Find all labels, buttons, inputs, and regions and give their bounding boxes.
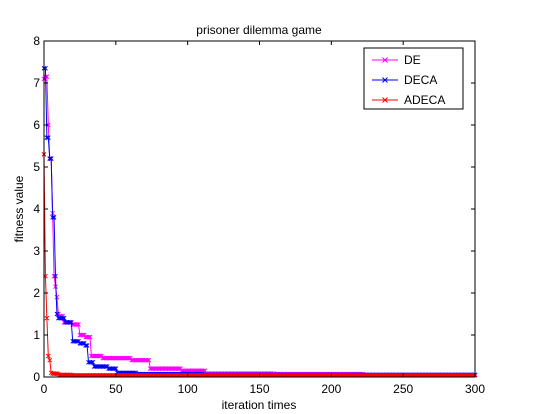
data-point-marker: [44, 135, 50, 140]
data-point-marker: [54, 311, 60, 317]
data-point-marker: [54, 294, 60, 300]
legend-label: DE: [404, 53, 421, 67]
x-tick-label: 150: [249, 382, 269, 396]
data-point-marker: [83, 343, 89, 348]
legend-label: ADECA: [404, 93, 445, 107]
y-tick-label: 2: [33, 286, 40, 300]
data-point-marker: [87, 334, 93, 340]
legend-item-adeca: ADECA: [372, 93, 445, 107]
data-point-marker: [112, 366, 117, 371]
data-point-marker: [113, 366, 119, 371]
data-point-marker: [176, 366, 182, 371]
y-tick-label: 7: [33, 76, 40, 90]
legend-item-de: DE: [372, 53, 421, 67]
legend-marker: [382, 57, 388, 63]
data-point-marker: [80, 341, 86, 346]
data-point-marker: [50, 215, 55, 220]
data-point-marker: [97, 353, 103, 359]
data-point-marker: [61, 315, 67, 321]
data-point-marker: [84, 343, 90, 348]
x-axis-label: iteration times: [222, 398, 297, 412]
data-point-marker: [74, 338, 80, 344]
data-point-marker: [68, 320, 74, 325]
x-tick-label: 300: [465, 382, 485, 396]
x-tick-label: 50: [109, 382, 123, 396]
y-tick-label: 4: [33, 202, 40, 216]
data-point-marker: [74, 322, 80, 327]
legend-box: [363, 47, 464, 110]
x-tick-label: 200: [321, 382, 341, 396]
data-point-marker: [45, 353, 51, 359]
data-point-marker: [67, 320, 73, 325]
legend-marker: [382, 97, 388, 103]
chart-title: prisoner dilemma game: [196, 23, 322, 37]
data-point-marker: [47, 156, 53, 161]
data-point-marker: [145, 357, 150, 363]
data-point-marker: [89, 359, 94, 365]
data-point-marker: [80, 332, 86, 338]
ticks-layer: 0 50 100 150 200 250 300 0 1 2 3 4 5 6 7 8: [33, 34, 485, 396]
x-tick-label: 250: [393, 382, 413, 396]
y-tick-label: 5: [33, 160, 40, 174]
data-point-marker: [45, 135, 51, 140]
data-point-marker: [76, 322, 81, 327]
data-point-marker: [44, 315, 50, 321]
data-point-marker: [103, 364, 109, 369]
data-point-marker: [86, 334, 91, 340]
x-tick-label: 0: [41, 382, 48, 396]
y-tick-label: 0: [33, 370, 40, 384]
legend: DE DECA ADECA: [363, 47, 464, 110]
data-point-marker: [48, 156, 54, 161]
legend-item-deca: DECA: [372, 73, 437, 87]
y-tick-label: 3: [33, 244, 40, 258]
data-point-marker: [60, 315, 66, 321]
y-tick-label: 1: [33, 328, 40, 342]
y-axis-label: fitness value: [12, 175, 26, 242]
data-point-marker: [54, 371, 60, 376]
data-point-marker: [47, 357, 53, 363]
x-tick-label: 100: [178, 382, 198, 396]
data-point-marker: [51, 215, 57, 220]
data-point-marker: [126, 355, 132, 361]
y-tick-label: 6: [33, 118, 40, 132]
data-point-marker: [90, 359, 96, 365]
data-point-marker: [53, 273, 58, 279]
legend-marker: [382, 77, 388, 83]
data-point-marker: [146, 357, 152, 363]
legend-label: DECA: [404, 73, 437, 87]
y-tick-label: 8: [33, 34, 40, 48]
